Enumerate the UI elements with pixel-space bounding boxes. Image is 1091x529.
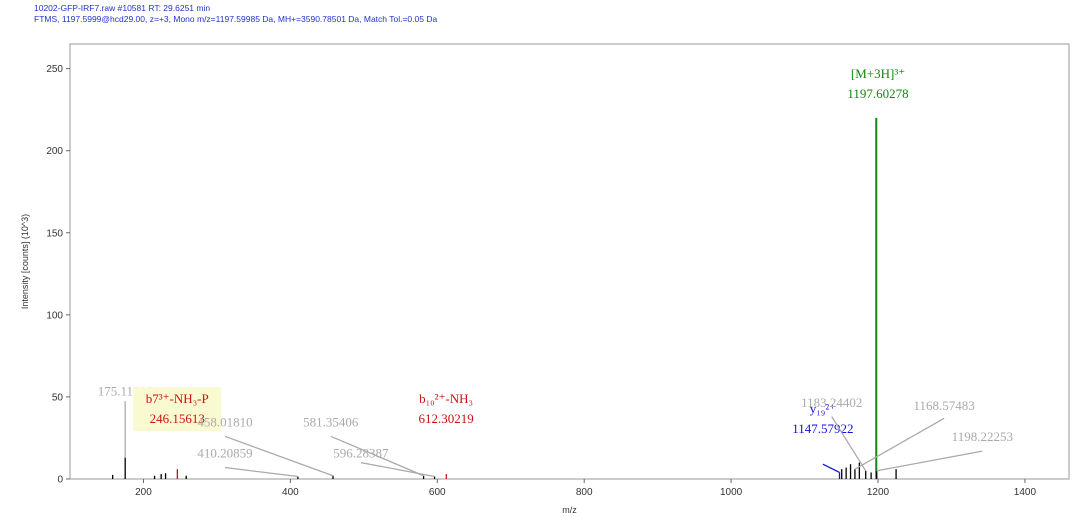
annotation-label-10-0: 1198.22253 — [952, 429, 1013, 444]
annotation-label-5-0: 596.28387 — [333, 446, 389, 461]
annotation-label-7-1: 1147.57922 — [792, 421, 853, 436]
y-tick-label-50: 50 — [52, 392, 64, 403]
annotation-connector-2 — [224, 435, 334, 477]
y-axis-title: Intensity [counts] (10^3) — [20, 214, 30, 309]
annotation-connector-7 — [822, 463, 840, 474]
annotation-label-6-1: 612.30219 — [418, 411, 473, 426]
y-tick-label-150: 150 — [46, 228, 63, 239]
annotation-label-9-0: 1168.57483 — [913, 398, 974, 413]
annotation-label-3-0: 410.20859 — [197, 446, 252, 461]
annotation-label-4-0: 581.35406 — [303, 414, 359, 429]
annotation-label-11-0: [M+3H]³⁺ — [851, 66, 905, 81]
annotation-label-8-0: 1183.24402 — [801, 395, 862, 410]
annotation-label-2-0: 458.01810 — [197, 414, 252, 429]
annotation-connector-5 — [360, 461, 435, 478]
x-tick-label-800: 800 — [576, 487, 593, 498]
annotation-label-11-1: 1197.60278 — [847, 86, 908, 101]
peak-series — [112, 117, 897, 479]
x-tick-label-400: 400 — [282, 487, 299, 498]
annotation-label-7-0: y₁₉²⁺ — [810, 401, 836, 416]
x-tick-label-1200: 1200 — [867, 487, 890, 498]
annotation-highlight-1 — [133, 387, 222, 432]
annotation-connector-4 — [330, 435, 424, 477]
peak-annotations: 175.11906b7³⁺-NH₃-P246.15613458.01810410… — [98, 66, 1013, 478]
y-tick-label-0: 0 — [57, 475, 63, 486]
y-tick-label-100: 100 — [46, 310, 63, 321]
x-axis-title: m/z — [562, 505, 577, 515]
y-tick-label-250: 250 — [46, 64, 63, 75]
x-tick-label-1000: 1000 — [720, 487, 743, 498]
x-tick-label-1400: 1400 — [1014, 487, 1037, 498]
x-tick-label-600: 600 — [429, 487, 446, 498]
annotation-connector-10 — [876, 450, 983, 472]
y-tick-label-200: 200 — [46, 146, 63, 157]
header-title: 10202-GFP-IRF7.raw #10581 RT: 29.6251 mi… — [34, 3, 211, 13]
chart-axes: 200 400 600 800 1000 1200 1400 0 50 100 150 200 250 — [46, 43, 1070, 498]
annotation-connector-9 — [854, 417, 945, 470]
annotation-label-1-1: 246.15613 — [150, 411, 205, 426]
header-scan-info: FTMS, 1197.5999@hcd29.00, z=+3, Mono m/z… — [34, 14, 438, 24]
annotation-label-1-0: b7³⁺-NH₃-P — [146, 391, 209, 406]
annotation-connector-8 — [831, 416, 867, 472]
annotation-label-6-0: b₁₀²⁺-NH₃ — [419, 391, 473, 406]
plot-frame — [69, 43, 1070, 480]
annotation-connector-3 — [224, 466, 298, 478]
x-tick-label-200: 200 — [135, 487, 152, 498]
